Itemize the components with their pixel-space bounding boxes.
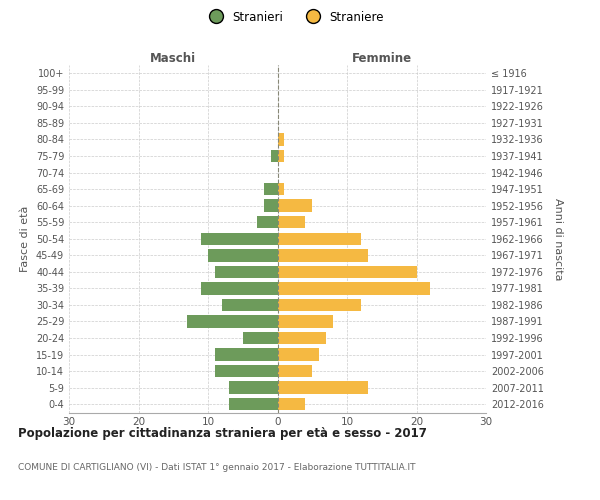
Bar — [201, 232, 277, 245]
Bar — [277, 216, 305, 228]
Bar — [277, 249, 368, 262]
Bar — [277, 382, 368, 394]
Bar — [201, 282, 277, 294]
Bar — [277, 150, 284, 162]
Bar — [263, 183, 277, 196]
Bar — [229, 398, 277, 410]
Legend: Stranieri, Straniere: Stranieri, Straniere — [199, 6, 389, 28]
Bar — [277, 232, 361, 245]
Bar — [229, 382, 277, 394]
Bar — [277, 316, 333, 328]
Text: Popolazione per cittadinanza straniera per età e sesso - 2017: Popolazione per cittadinanza straniera p… — [18, 428, 427, 440]
Bar — [243, 332, 277, 344]
Bar — [277, 398, 305, 410]
Y-axis label: Fasce di età: Fasce di età — [20, 206, 30, 272]
Bar — [271, 150, 277, 162]
Bar — [277, 134, 284, 145]
Text: Maschi: Maschi — [150, 52, 196, 65]
Bar — [187, 316, 277, 328]
Bar — [277, 183, 284, 196]
Bar — [215, 348, 277, 361]
Bar — [215, 365, 277, 378]
Bar — [222, 298, 277, 311]
Bar — [277, 348, 319, 361]
Bar — [277, 266, 416, 278]
Bar — [277, 200, 312, 212]
Text: Femmine: Femmine — [352, 52, 412, 65]
Bar — [215, 266, 277, 278]
Bar — [277, 282, 430, 294]
Bar — [277, 365, 312, 378]
Bar — [208, 249, 277, 262]
Bar — [277, 332, 326, 344]
Bar — [263, 200, 277, 212]
Bar — [257, 216, 277, 228]
Bar — [277, 298, 361, 311]
Y-axis label: Anni di nascita: Anni di nascita — [553, 198, 563, 280]
Text: COMUNE DI CARTIGLIANO (VI) - Dati ISTAT 1° gennaio 2017 - Elaborazione TUTTITALI: COMUNE DI CARTIGLIANO (VI) - Dati ISTAT … — [18, 462, 415, 471]
